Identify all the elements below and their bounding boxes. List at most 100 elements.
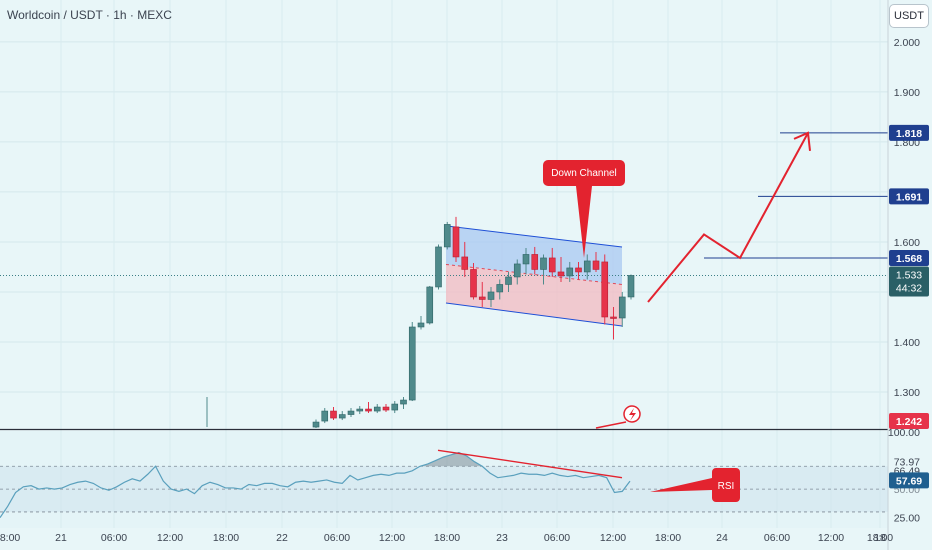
price-tick-label: 1.600 bbox=[894, 237, 920, 249]
grid-lines bbox=[0, 0, 888, 528]
candle-body bbox=[487, 291, 495, 300]
price-pane-bg bbox=[0, 0, 888, 429]
bottom-price-tag bbox=[889, 413, 929, 429]
channel-lower-line bbox=[445, 302, 623, 327]
price-tick-label: 1.300 bbox=[894, 387, 920, 399]
candle-body bbox=[627, 275, 635, 298]
time-tick-label: 12:00 bbox=[157, 532, 183, 544]
time-tick-label: 12:00 bbox=[379, 532, 405, 544]
time-tick-label: 06:00 bbox=[101, 532, 127, 544]
time-tick-label: 24 bbox=[716, 532, 728, 544]
candle-body bbox=[548, 257, 556, 273]
time-tick-label: 18:00 bbox=[867, 532, 893, 544]
rsi-tick-label: 25.00 bbox=[894, 513, 920, 525]
projection-path bbox=[647, 131, 811, 303]
time-tick-label: 12:00 bbox=[818, 532, 844, 544]
candle-body bbox=[513, 263, 521, 278]
countdown-label: 44:32 bbox=[896, 282, 922, 294]
time-tick-label: 18:00 bbox=[434, 532, 460, 544]
rsi-callout-label: RSI bbox=[718, 481, 735, 492]
candle-body bbox=[505, 276, 512, 285]
candle-body bbox=[443, 224, 451, 248]
candle-body bbox=[408, 326, 416, 401]
candle-body bbox=[470, 269, 477, 298]
candle-body bbox=[618, 296, 626, 319]
candle-body bbox=[417, 322, 425, 328]
currency-button[interactable]: USDT bbox=[889, 4, 929, 28]
rsi-value-tag bbox=[889, 472, 929, 489]
rsi-tick-label: 100.00 bbox=[888, 427, 920, 439]
level-tag bbox=[889, 124, 929, 141]
candle-body bbox=[330, 410, 337, 419]
rsi-line bbox=[0, 451, 631, 518]
candle-body bbox=[540, 257, 547, 270]
rsi-callout bbox=[650, 468, 740, 502]
time-tick-label: 18 bbox=[874, 532, 886, 544]
candle-body bbox=[426, 286, 434, 324]
level-tag-label: 1.818 bbox=[896, 128, 922, 140]
price-axis: 2.0001.9001.8001.7001.6001.5001.4001.300… bbox=[887, 0, 932, 550]
candle-body bbox=[435, 246, 442, 288]
candle-body bbox=[575, 267, 582, 273]
level-tag-label: 1.691 bbox=[896, 191, 922, 203]
candle-body bbox=[566, 267, 574, 277]
time-tick-label: 06:00 bbox=[764, 532, 790, 544]
level-tag-label: 1.568 bbox=[896, 253, 922, 265]
rsi-divergence-line bbox=[437, 449, 623, 479]
time-axis: 18:00 21 06:00 12:00 18:00 22 06:00 12:00 18:00 2… bbox=[0, 532, 893, 544]
lightning-icon-glyph bbox=[629, 408, 636, 421]
candle-body bbox=[522, 254, 530, 265]
time-tick-label: 18:00 bbox=[655, 532, 681, 544]
price-levels bbox=[0, 132, 888, 276]
candle-body bbox=[452, 226, 460, 258]
down-channel-label: Down Channel bbox=[551, 168, 617, 179]
candle-body bbox=[601, 261, 609, 318]
projection-arrowhead bbox=[793, 131, 811, 151]
time-tick-label: 18:00 bbox=[213, 532, 239, 544]
level-tag bbox=[889, 249, 929, 266]
candle-body bbox=[592, 260, 600, 270]
candle-body bbox=[312, 421, 320, 428]
time-tick-label: 06:00 bbox=[324, 532, 350, 544]
candle-body bbox=[347, 410, 355, 415]
rsi-overbought-fill bbox=[0, 452, 630, 467]
rsi-value-label: 57.69 bbox=[896, 475, 922, 487]
candle-body bbox=[365, 408, 372, 412]
projection-line bbox=[647, 132, 809, 303]
time-tick-label: 23 bbox=[496, 532, 508, 544]
divergence-stub bbox=[595, 421, 627, 429]
price-tick-label: 2.000 bbox=[894, 37, 920, 49]
channel-upper-line bbox=[445, 225, 623, 248]
time-tick-label: 22 bbox=[276, 532, 288, 544]
candle-body bbox=[478, 296, 486, 300]
candle-body bbox=[382, 406, 390, 411]
time-tick-label: 06:00 bbox=[544, 532, 570, 544]
current-price-label: 1.533 bbox=[896, 269, 922, 281]
candlestick-series bbox=[206, 216, 635, 428]
candle-body bbox=[321, 410, 329, 422]
down-channel-callout bbox=[543, 160, 625, 258]
bottom-price-label: 1.242 bbox=[896, 416, 922, 428]
candle-body bbox=[461, 256, 469, 270]
candle-body bbox=[400, 399, 407, 405]
candle-body bbox=[356, 408, 364, 412]
time-tick-label: 21 bbox=[55, 532, 67, 544]
callouts: Down Channel RSI bbox=[543, 160, 740, 502]
current-price-tag bbox=[889, 266, 929, 297]
candle-body bbox=[338, 414, 346, 419]
candle-body bbox=[610, 316, 617, 319]
level-tag bbox=[889, 188, 929, 205]
time-tick-label: 12:00 bbox=[600, 532, 626, 544]
time-tick-label: 18:00 bbox=[0, 532, 20, 544]
candle-body bbox=[373, 406, 381, 412]
candle-body bbox=[531, 254, 539, 270]
candle-body bbox=[391, 403, 399, 411]
chart-title: Worldcoin / USDT · 1h · MEXC bbox=[7, 8, 172, 22]
candle-body bbox=[496, 284, 504, 293]
candle-body bbox=[557, 271, 565, 277]
rsi-tick-label: 73.97 bbox=[894, 457, 920, 469]
price-tick-label: 1.400 bbox=[894, 337, 920, 349]
candle-body bbox=[583, 260, 591, 273]
